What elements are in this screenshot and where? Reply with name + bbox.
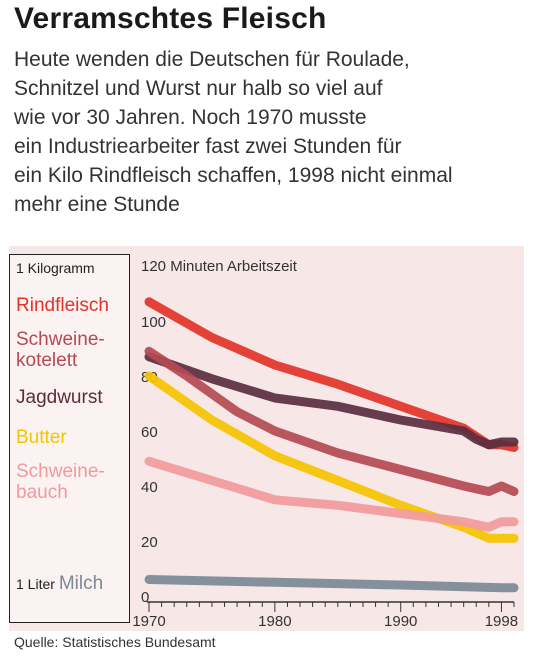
chart-title: Verramschtes Fleisch	[14, 2, 327, 35]
x-tick-label: 1980	[258, 613, 291, 630]
legend-milch-label: Milch	[58, 573, 104, 594]
intro-line: mehr eine Stunde	[14, 193, 180, 216]
intro-line: Schnitzel und Wurst nur halb so viel auf	[14, 77, 383, 100]
legend-item-schweinebauch: Schweine- bauch	[16, 461, 105, 503]
legend-item-jagdwurst: Jagdwurst	[16, 387, 103, 408]
legend-item-butter: Butter	[16, 427, 67, 448]
legend-item-rindfleisch: Rindfleisch	[16, 295, 109, 316]
legend-unit-kilogram: 1 Kilogramm	[16, 260, 95, 276]
series-line-jagdwurst	[144, 352, 519, 450]
y-tick-label: 20	[141, 534, 158, 551]
y-tick-label: 40	[141, 479, 158, 496]
chart-panel: 1 Kilogramm Rindfleisch Schweine- kotele…	[9, 246, 524, 631]
intro-line: ein Industriearbeiter fast zwei Stunden …	[14, 135, 402, 158]
series-line-schweinebauch	[144, 456, 519, 532]
intro-text: Heute wenden die Deutschen für Roulade, …	[14, 45, 534, 219]
intro-line: wie vor 30 Jahren. Noch 1970 musste	[14, 106, 367, 129]
series-line-schweinekotelett	[144, 346, 519, 496]
series-line-milch	[144, 575, 519, 593]
legend-item-milch: 1 Liter Milch	[16, 573, 103, 595]
intro-line: ein Kilo Rindfleisch schaffen, 1998 nich…	[14, 164, 453, 187]
y-axis-title: 120 Minuten Arbeitszeit	[141, 258, 297, 275]
legend-item-schweinekotelett: Schweine- kotelett	[16, 329, 105, 371]
y-tick-label: 100	[141, 314, 166, 331]
source-note: Quelle: Statistisches Bundesamt	[14, 634, 216, 650]
x-tick-label: 1990	[384, 613, 417, 630]
intro-line: Heute wenden die Deutschen für Roulade,	[14, 48, 410, 71]
legend-unit-liter: 1 Liter	[16, 576, 55, 592]
x-tick-label: 1970	[132, 613, 165, 630]
legend: 1 Kilogramm Rindfleisch Schweine- kotele…	[9, 254, 130, 623]
x-tick-label: 1998	[485, 613, 518, 630]
y-tick-label: 0	[141, 589, 149, 606]
series-line-butter	[144, 371, 519, 543]
y-tick-label: 60	[141, 424, 158, 441]
